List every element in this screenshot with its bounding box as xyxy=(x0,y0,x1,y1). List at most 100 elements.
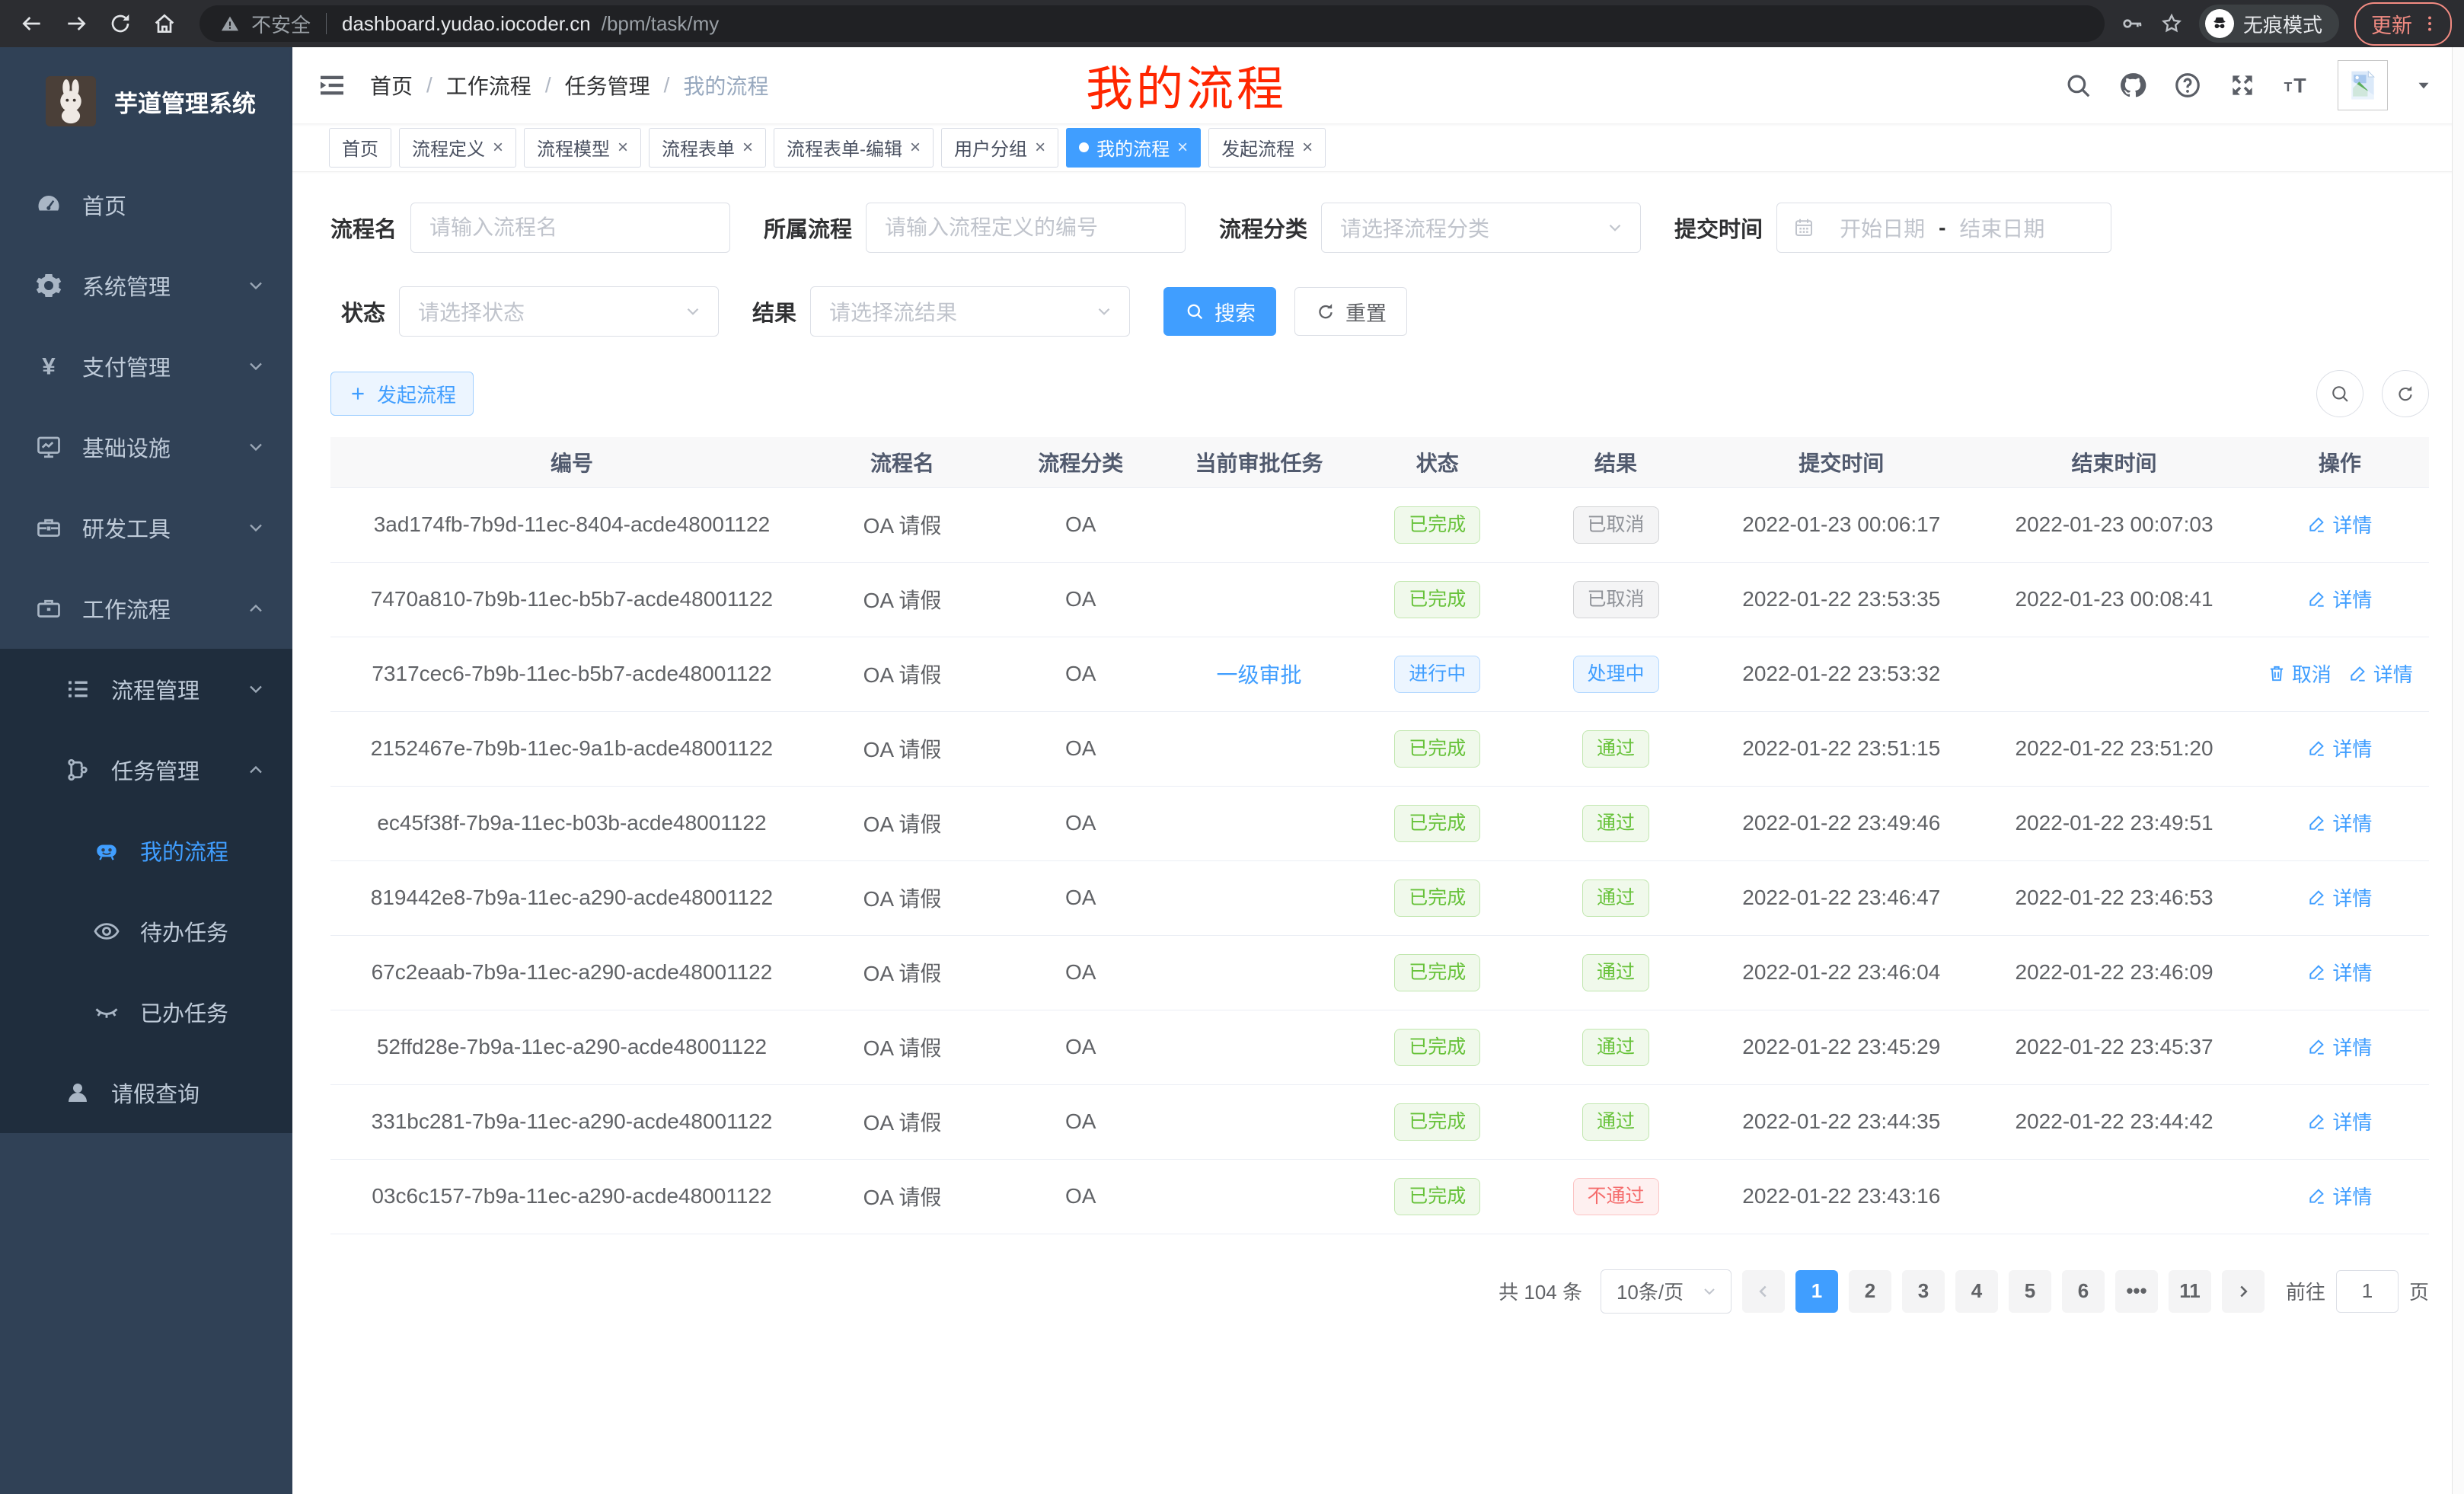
page-button-3[interactable]: 3 xyxy=(1901,1269,1945,1313)
sidebar-item-home[interactable]: 首页 xyxy=(0,164,292,245)
page-button-2[interactable]: 2 xyxy=(1848,1269,1891,1313)
cell-end-time: 2022-01-22 23:49:51 xyxy=(1977,786,2251,861)
tab-close-icon[interactable]: × xyxy=(493,136,504,158)
search-button[interactable]: 搜索 xyxy=(1163,287,1277,336)
cell-actions: 详情 xyxy=(2250,786,2429,861)
page-button-1[interactable]: 1 xyxy=(1795,1269,1838,1313)
sidebar-item-leave-query[interactable]: 请假查询 xyxy=(0,1052,292,1133)
tab-首页[interactable]: 首页 xyxy=(329,127,391,168)
column-header: 编号 xyxy=(330,437,813,488)
browser-menu-dots-icon[interactable] xyxy=(2420,14,2440,34)
cell-current-task xyxy=(1170,562,1348,637)
toolbar-refresh-icon[interactable] xyxy=(2382,370,2429,417)
action-detail-link[interactable]: 详情 xyxy=(2307,1107,2372,1135)
tab-我的流程[interactable]: 我的流程 × xyxy=(1066,127,1202,168)
tab-用户分组[interactable]: 用户分组 × xyxy=(941,127,1059,168)
breadcrumb-item[interactable]: 任务管理 xyxy=(564,75,650,98)
sidebar-item-my-process[interactable]: 我的流程 xyxy=(0,810,292,891)
browser-back-icon[interactable] xyxy=(12,4,52,43)
create-process-button[interactable]: 发起流程 xyxy=(330,372,474,416)
app-logo[interactable]: 芋道管理系统 xyxy=(0,47,292,152)
sidebar-toggle-icon[interactable] xyxy=(315,69,349,102)
sidebar-item-dev-tools[interactable]: 研发工具 xyxy=(0,487,292,568)
parent-process-input[interactable] xyxy=(866,203,1186,253)
tab-流程表单[interactable]: 流程表单 × xyxy=(649,127,767,168)
chevron-down-icon xyxy=(245,678,267,700)
breadcrumb-item[interactable]: 首页 xyxy=(370,75,413,98)
table-row: 2152467e-7b9b-11ec-9a1b-acde48001122 OA 请… xyxy=(330,711,2429,787)
action-detail-link[interactable]: 详情 xyxy=(2307,734,2372,762)
process-name-input[interactable] xyxy=(410,203,731,253)
page-button-6[interactable]: 6 xyxy=(2061,1269,2105,1313)
avatar[interactable] xyxy=(2338,60,2388,110)
header-search-icon[interactable] xyxy=(2063,71,2092,100)
action-detail-link[interactable]: 详情 xyxy=(2307,809,2372,837)
tab-close-icon[interactable]: × xyxy=(1035,136,1046,158)
action-detail-link[interactable]: 详情 xyxy=(2307,958,2372,986)
breadcrumb-item[interactable]: 工作流程 xyxy=(445,75,531,98)
page-button-5[interactable]: 5 xyxy=(2008,1269,2051,1313)
bookmark-star-icon[interactable] xyxy=(2159,11,2184,36)
address-bar[interactable]: 不安全 dashboard.yudao.iocoder.cn/bpm/task/… xyxy=(199,5,2105,42)
category-select[interactable]: 请选择流程分类 xyxy=(1321,203,1642,253)
cell-process-id: 67c2eaab-7b9a-11ec-a290-acde48001122 xyxy=(330,935,813,1010)
action-detail-link[interactable]: 详情 xyxy=(2307,510,2372,538)
help-icon[interactable] xyxy=(2173,71,2202,100)
chevron-up-icon xyxy=(245,598,267,619)
tab-close-icon[interactable]: × xyxy=(1177,136,1189,158)
page-scrollbar[interactable] xyxy=(2452,47,2464,1494)
sidebar-item-workflow[interactable]: 工作流程 xyxy=(0,568,292,649)
status-select[interactable]: 请选择状态 xyxy=(399,286,720,337)
goto-page-input[interactable] xyxy=(2335,1269,2399,1313)
tab-流程定义[interactable]: 流程定义 × xyxy=(399,127,517,168)
tab-close-icon[interactable]: × xyxy=(910,136,921,158)
page-size-select[interactable]: 10条/页 xyxy=(1600,1269,1732,1314)
browser-home-icon[interactable] xyxy=(145,4,184,43)
tab-流程表单-编辑[interactable]: 流程表单-编辑 × xyxy=(774,127,934,168)
submit-time-range-picker[interactable]: 开始日期 - 结束日期 xyxy=(1776,203,2112,253)
sidebar-item-infrastructure[interactable]: 基础设施 xyxy=(0,407,292,487)
result-select[interactable]: 请选择流结果 xyxy=(810,286,1131,337)
prev-page-button[interactable] xyxy=(1741,1269,1785,1313)
tab-流程模型[interactable]: 流程模型 × xyxy=(524,127,642,168)
user-menu-caret-icon[interactable] xyxy=(2414,75,2434,95)
toolbar-search-toggle-icon[interactable] xyxy=(2316,370,2363,417)
cell-category: OA xyxy=(991,935,1170,1010)
page-button-11[interactable]: 11 xyxy=(2168,1269,2211,1313)
tab-close-icon[interactable]: × xyxy=(742,136,754,158)
tab-close-icon[interactable]: × xyxy=(618,136,629,158)
tab-发起流程[interactable]: 发起流程 × xyxy=(1208,127,1326,168)
action-detail-link[interactable]: 详情 xyxy=(2307,1033,2372,1061)
more-pages-button[interactable]: ••• xyxy=(2115,1269,2158,1313)
sidebar-item-process-mgmt[interactable]: 流程管理 xyxy=(0,649,292,729)
action-detail-link[interactable]: 详情 xyxy=(2307,1182,2372,1210)
page-button-4[interactable]: 4 xyxy=(1955,1269,1998,1313)
sidebar-item-system[interactable]: 系统管理 xyxy=(0,245,292,326)
action-cancel-link[interactable]: 取消 xyxy=(2267,659,2332,688)
github-icon[interactable] xyxy=(2118,71,2147,100)
reset-button[interactable]: 重置 xyxy=(1294,287,1408,336)
browser-chrome: 不安全 dashboard.yudao.iocoder.cn/bpm/task/… xyxy=(0,0,2464,47)
cell-category: OA xyxy=(991,1010,1170,1085)
fullscreen-icon[interactable] xyxy=(2228,71,2257,100)
browser-reload-icon[interactable] xyxy=(101,4,140,43)
not-secure-warning-icon xyxy=(219,13,241,34)
sidebar-item-task-mgmt[interactable]: 任务管理 xyxy=(0,729,292,810)
submit-time-label: 提交时间 xyxy=(1674,218,1763,242)
browser-forward-icon[interactable] xyxy=(56,4,96,43)
briefcase-icon xyxy=(35,595,62,622)
action-detail-link[interactable]: 详情 xyxy=(2348,659,2413,688)
action-detail-link[interactable]: 详情 xyxy=(2307,883,2372,911)
action-detail-link[interactable]: 详情 xyxy=(2307,585,2372,613)
cell-submit-time: 2022-01-22 23:46:47 xyxy=(1705,860,1978,936)
password-key-icon[interactable] xyxy=(2120,11,2144,36)
sidebar-item-todo-task[interactable]: 待办任务 xyxy=(0,891,292,972)
next-page-button[interactable] xyxy=(2221,1269,2265,1313)
sidebar-item-payment[interactable]: ¥ 支付管理 xyxy=(0,326,292,407)
tab-close-icon[interactable]: × xyxy=(1302,136,1313,158)
update-button[interactable]: 更新 xyxy=(2354,2,2452,46)
security-label[interactable]: 不安全 xyxy=(251,13,311,37)
sidebar-item-done-task[interactable]: 已办任务 xyxy=(0,972,292,1052)
current-task-link[interactable]: 一级审批 xyxy=(1216,663,1302,687)
